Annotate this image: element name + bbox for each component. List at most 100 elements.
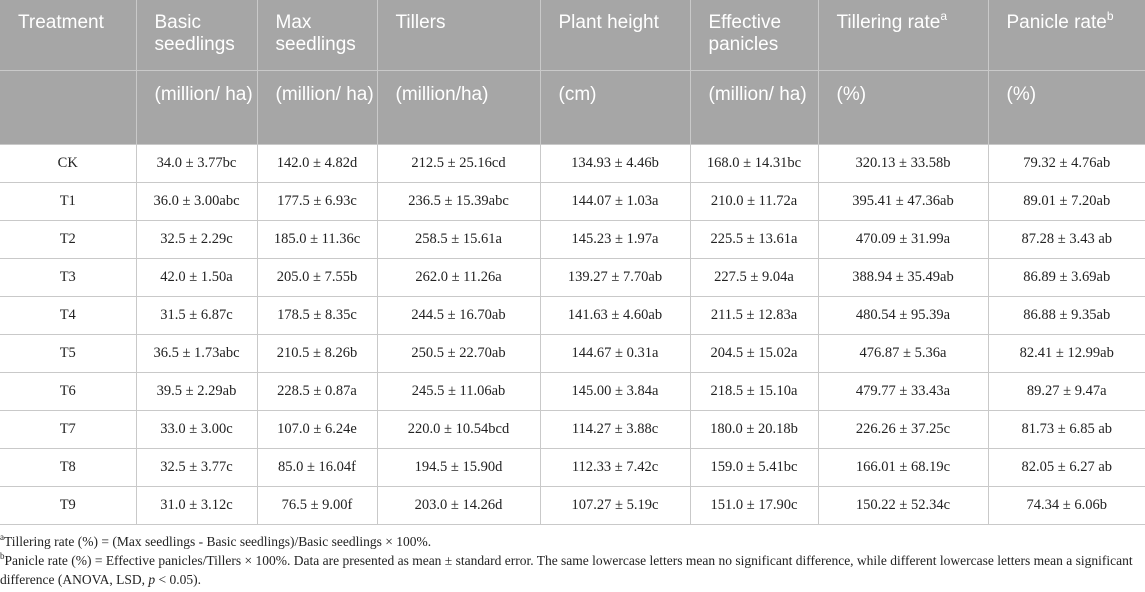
column-unit: (%) xyxy=(987,70,1145,145)
footnote-b: bPanicle rate (%) = Effective panicles/T… xyxy=(0,551,1140,589)
table-cell: 227.5 ± 9.04a xyxy=(689,258,818,297)
table-row: T6 39.5 ± 2.29ab 228.5 ± 0.87a 245.5 ± 11.0… xyxy=(0,372,1145,411)
p-value-symbol: p xyxy=(148,572,156,587)
table-cell: 144.07 ± 1.03a xyxy=(539,182,690,221)
header-unit-row: (million/ ha) (million/ ha) (million/ha) (c… xyxy=(0,70,1145,145)
table-cell: 180.0 ± 20.18b xyxy=(689,410,818,449)
table-cell: 395.41 ± 47.36ab xyxy=(817,182,988,221)
table-row: T7 33.0 ± 3.00c 107.0 ± 6.24e 220.0 ± 10.54… xyxy=(0,410,1145,449)
table-cell: 33.0 ± 3.00c xyxy=(135,410,257,449)
table-cell: 244.5 ± 16.70ab xyxy=(376,296,540,335)
table-cell: 150.22 ± 52.34c xyxy=(817,486,988,525)
footnote-a-mark: a xyxy=(0,532,4,542)
data-table: Treatment Basic seedlings Max seedlings Til… xyxy=(0,0,1145,525)
table-cell: 145.23 ± 1.97a xyxy=(539,220,690,259)
treatment-cell: T5 xyxy=(0,334,136,373)
column-header-label: Panicle rate xyxy=(1006,12,1107,33)
table-cell: 320.13 ± 33.58b xyxy=(817,144,988,183)
column-header-label: Basic seedlings xyxy=(154,12,235,55)
table-cell: 205.0 ± 7.55b xyxy=(256,258,377,297)
table-row: T5 36.5 ± 1.73abc 210.5 ± 8.26b 250.5 ± 22.… xyxy=(0,334,1145,373)
column-unit xyxy=(0,70,136,145)
table-cell: 250.5 ± 22.70ab xyxy=(376,334,540,373)
table-cell: 39.5 ± 2.29ab xyxy=(135,372,257,411)
column-header: Basic seedlings xyxy=(135,0,257,71)
table-cell: 114.27 ± 3.88c xyxy=(539,410,690,449)
footnote-a: aTillering rate (%) = (Max seedlings - B… xyxy=(0,532,1140,551)
table-cell: 74.34 ± 6.06b xyxy=(987,486,1145,525)
treatment-cell: T9 xyxy=(0,486,136,525)
table-row: T2 32.5 ± 2.29c 185.0 ± 11.36c 258.5 ± 15.6… xyxy=(0,220,1145,259)
table-body: CK 34.0 ± 3.77bc 142.0 ± 4.82d 212.5 ± 25.1… xyxy=(0,144,1145,525)
table-cell: 210.0 ± 11.72a xyxy=(689,182,818,221)
column-unit: (million/ ha) xyxy=(135,70,257,145)
table-cell: 210.5 ± 8.26b xyxy=(256,334,377,373)
column-header: Max seedlings xyxy=(256,0,377,71)
table-cell: 87.28 ± 3.43 ab xyxy=(987,220,1145,259)
table-cell: 178.5 ± 8.35c xyxy=(256,296,377,335)
column-header: Tillering ratea xyxy=(817,0,988,71)
table-cell: 139.27 ± 7.70ab xyxy=(539,258,690,297)
table-cell: 82.41 ± 12.99ab xyxy=(987,334,1145,373)
table-cell: 34.0 ± 3.77bc xyxy=(135,144,257,183)
table-cell: 159.0 ± 5.41bc xyxy=(689,448,818,487)
footnote-a-text: Tillering rate (%) = (Max seedlings - Ba… xyxy=(4,534,432,549)
table-cell: 86.88 ± 9.35ab xyxy=(987,296,1145,335)
table-cell: 36.0 ± 3.00abc xyxy=(135,182,257,221)
column-header-label: Tillers xyxy=(395,12,446,33)
footnotes: aTillering rate (%) = (Max seedlings - B… xyxy=(0,532,1140,589)
table-row: T4 31.5 ± 6.87c 178.5 ± 8.35c 244.5 ± 16.70… xyxy=(0,296,1145,335)
column-header: Panicle rateb xyxy=(987,0,1145,71)
table-cell: 112.33 ± 7.42c xyxy=(539,448,690,487)
table-cell: 89.27 ± 9.47a xyxy=(987,372,1145,411)
table-cell: 82.05 ± 6.27 ab xyxy=(987,448,1145,487)
table-cell: 142.0 ± 4.82d xyxy=(256,144,377,183)
treatment-cell: T2 xyxy=(0,220,136,259)
footnote-marker: a xyxy=(940,9,948,23)
table-cell: 479.77 ± 33.43a xyxy=(817,372,988,411)
table-cell: 168.0 ± 14.31bc xyxy=(689,144,818,183)
column-header: Effective panicles xyxy=(689,0,818,71)
table-row: T1 36.0 ± 3.00abc 177.5 ± 6.93c 236.5 ± 15.… xyxy=(0,182,1145,221)
table-cell: 204.5 ± 15.02a xyxy=(689,334,818,373)
treatment-cell: T8 xyxy=(0,448,136,487)
table-cell: 31.5 ± 6.87c xyxy=(135,296,257,335)
table-cell: 145.00 ± 3.84a xyxy=(539,372,690,411)
table-cell: 144.67 ± 0.31a xyxy=(539,334,690,373)
column-header: Plant height xyxy=(539,0,690,71)
table-cell: 220.0 ± 10.54bcd xyxy=(376,410,540,449)
table-cell: 226.26 ± 37.25c xyxy=(817,410,988,449)
column-header-label: Tillering rate xyxy=(836,12,941,33)
table-row: T3 42.0 ± 1.50a 205.0 ± 7.55b 262.0 ± 11.26… xyxy=(0,258,1145,297)
table-cell: 31.0 ± 3.12c xyxy=(135,486,257,525)
table-cell: 258.5 ± 15.61a xyxy=(376,220,540,259)
table-row: CK 34.0 ± 3.77bc 142.0 ± 4.82d 212.5 ± 25.1… xyxy=(0,144,1145,183)
table-cell: 32.5 ± 2.29c xyxy=(135,220,257,259)
treatment-cell: T3 xyxy=(0,258,136,297)
table-cell: 228.5 ± 0.87a xyxy=(256,372,377,411)
table-cell: 236.5 ± 15.39abc xyxy=(376,182,540,221)
column-header-label: Effective panicles xyxy=(708,12,782,55)
table-cell: 388.94 ± 35.49ab xyxy=(817,258,988,297)
table-cell: 225.5 ± 13.61a xyxy=(689,220,818,259)
treatment-cell: T1 xyxy=(0,182,136,221)
table-cell: 194.5 ± 15.90d xyxy=(376,448,540,487)
table-cell: 480.54 ± 95.39a xyxy=(817,296,988,335)
column-header: Tillers xyxy=(376,0,540,71)
table-cell: 476.87 ± 5.36a xyxy=(817,334,988,373)
table-cell: 218.5 ± 15.10a xyxy=(689,372,818,411)
table-cell: 151.0 ± 17.90c xyxy=(689,486,818,525)
footnote-b-mark: b xyxy=(0,551,5,561)
column-header: Treatment xyxy=(0,0,136,71)
table-cell: 203.0 ± 14.26d xyxy=(376,486,540,525)
column-header-label: Plant height xyxy=(558,12,659,33)
treatment-cell: CK xyxy=(0,144,136,183)
table-row: T9 31.0 ± 3.12c 76.5 ± 9.00f 203.0 ± 14.26d… xyxy=(0,486,1145,525)
column-header-label: Treatment xyxy=(18,12,104,33)
table-cell: 177.5 ± 6.93c xyxy=(256,182,377,221)
footnote-b-text-end: < 0.05). xyxy=(155,572,201,587)
column-unit: (million/ ha) xyxy=(256,70,377,145)
treatment-cell: T7 xyxy=(0,410,136,449)
table-cell: 89.01 ± 7.20ab xyxy=(987,182,1145,221)
footnote-b-text: Panicle rate (%) = Effective panicles/Ti… xyxy=(0,553,1133,587)
